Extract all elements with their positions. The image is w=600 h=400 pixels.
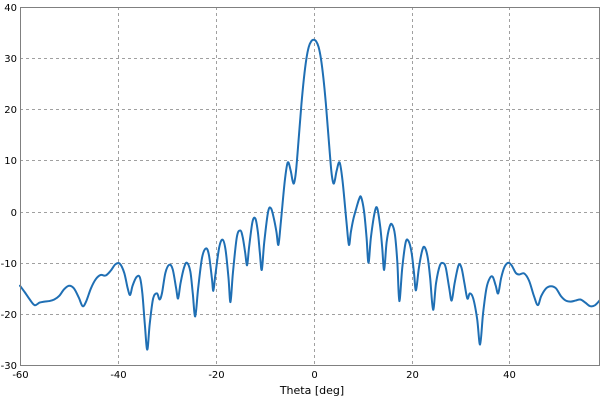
x-tick-label: -60 — [12, 370, 28, 381]
gridlines — [20, 7, 600, 365]
y-tick-label: 10 — [4, 156, 17, 167]
x-tick-label: 0 — [311, 370, 317, 381]
plot-area-border — [20, 7, 600, 366]
y-tick-label: 0 — [11, 208, 17, 219]
y-tick-label: -30 — [1, 361, 17, 372]
x-axis-label: Theta [deg] — [279, 384, 344, 397]
x-tick-label: -40 — [110, 370, 126, 381]
x-tick-label: 40 — [503, 370, 516, 381]
y-tick-label: 30 — [4, 54, 17, 65]
series-line — [19, 38, 600, 351]
x-tick-label: -20 — [208, 370, 224, 381]
y-tick-label: 40 — [4, 3, 17, 14]
y-tick-label: -20 — [1, 310, 17, 321]
y-axis-ticks: -30 -20 -10 0 10 20 30 40 — [1, 3, 17, 372]
y-tick-label: -10 — [1, 259, 17, 270]
x-tick-label: 20 — [406, 370, 419, 381]
y-tick-label: 20 — [4, 105, 17, 116]
x-axis-ticks: -60 -40 -20 0 20 40 — [12, 370, 516, 381]
